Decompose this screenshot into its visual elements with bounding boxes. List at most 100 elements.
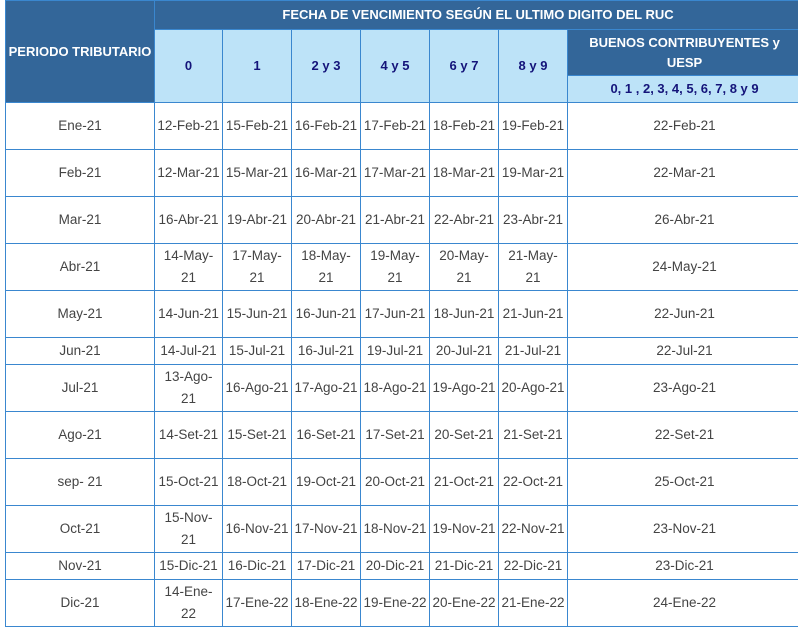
digit-header-3: 4 y 5 (361, 30, 430, 103)
due-date-cell: 13-Ago-21 (155, 365, 223, 412)
due-date-cell: 20-Jul-21 (430, 338, 499, 365)
period-cell: Jul-21 (6, 365, 155, 412)
due-date-cell: 15-Set-21 (223, 412, 292, 459)
due-date-cell: 14-Jun-21 (155, 291, 223, 338)
due-date-cell: 17-Ago-21 (292, 365, 361, 412)
due-date-cell: 17-Nov-21 (292, 506, 361, 553)
due-date-cell: 14-Jul-21 (155, 338, 223, 365)
period-cell: sep- 21 (6, 459, 155, 506)
period-cell: Nov-21 (6, 553, 155, 580)
due-date-cell: 17-Feb-21 (361, 103, 430, 150)
due-date-cell: 15-Dic-21 (155, 553, 223, 580)
buenos-date-cell: 23-Ago-21 (568, 365, 798, 412)
due-date-cell: 17-Ene-22 (223, 580, 292, 627)
digit-header-4: 6 y 7 (430, 30, 499, 103)
due-date-cell: 20-Ago-21 (499, 365, 568, 412)
due-date-cell: 23-Abr-21 (499, 197, 568, 244)
due-date-cell: 22-Oct-21 (499, 459, 568, 506)
period-cell: Ago-21 (6, 412, 155, 459)
due-date-cell: 21-May-21 (499, 244, 568, 291)
period-cell: Abr-21 (6, 244, 155, 291)
due-date-cell: 16-Jul-21 (292, 338, 361, 365)
due-date-cell: 12-Feb-21 (155, 103, 223, 150)
due-date-cell: 14-Set-21 (155, 412, 223, 459)
due-date-cell: 21-Set-21 (499, 412, 568, 459)
due-date-cell: 19-Ene-22 (361, 580, 430, 627)
due-date-cell: 20-Set-21 (430, 412, 499, 459)
due-date-cell: 22-Abr-21 (430, 197, 499, 244)
buenos-date-cell: 22-Feb-21 (568, 103, 798, 150)
buenos-date-cell: 24-Ene-22 (568, 580, 798, 627)
digit-header-1: 1 (223, 30, 292, 103)
buenos-date-cell: 23-Dic-21 (568, 553, 798, 580)
digit-header-5: 8 y 9 (499, 30, 568, 103)
digit-header-2: 2 y 3 (292, 30, 361, 103)
due-date-cell: 16-Dic-21 (223, 553, 292, 580)
due-date-cell: 16-Feb-21 (292, 103, 361, 150)
period-cell: Dic-21 (6, 580, 155, 627)
due-date-cell: 21-Ene-22 (499, 580, 568, 627)
buenos-date-cell: 22-Jun-21 (568, 291, 798, 338)
period-cell: Oct-21 (6, 506, 155, 553)
period-cell: Ene-21 (6, 103, 155, 150)
due-date-cell: 18-Nov-21 (361, 506, 430, 553)
due-date-cell: 18-May-21 (292, 244, 361, 291)
due-date-cell: 18-Feb-21 (430, 103, 499, 150)
due-date-cell: 16-Set-21 (292, 412, 361, 459)
buenos-date-cell: 22-Set-21 (568, 412, 798, 459)
due-date-cell: 18-Ene-22 (292, 580, 361, 627)
due-date-cell: 17-Jun-21 (361, 291, 430, 338)
due-date-cell: 16-Nov-21 (223, 506, 292, 553)
due-date-cell: 20-Abr-21 (292, 197, 361, 244)
due-date-cell: 19-Ago-21 (430, 365, 499, 412)
due-date-cell: 21-Oct-21 (430, 459, 499, 506)
due-date-cell: 15-Mar-21 (223, 150, 292, 197)
due-date-cell: 19-Jul-21 (361, 338, 430, 365)
buenos-digits-header: 0, 1 , 2, 3, 4, 5, 6, 7, 8 y 9 (568, 76, 798, 103)
buenos-date-cell: 25-Oct-21 (568, 459, 798, 506)
buenos-date-cell: 24-May-21 (568, 244, 798, 291)
due-date-cell: 18-Oct-21 (223, 459, 292, 506)
digit-header-0: 0 (155, 30, 223, 103)
due-date-cell: 12-Mar-21 (155, 150, 223, 197)
due-date-cell: 15-Jun-21 (223, 291, 292, 338)
due-date-cell: 20-Oct-21 (361, 459, 430, 506)
due-date-cell: 16-Jun-21 (292, 291, 361, 338)
due-date-cell: 19-Abr-21 (223, 197, 292, 244)
due-date-cell: 14-Ene-22 (155, 580, 223, 627)
due-date-cell: 22-Nov-21 (499, 506, 568, 553)
due-date-cell: 19-Oct-21 (292, 459, 361, 506)
buenos-date-cell: 23-Nov-21 (568, 506, 798, 553)
due-date-cell: 20-May-21 (430, 244, 499, 291)
due-date-cell: 21-Jul-21 (499, 338, 568, 365)
period-cell: Jun-21 (6, 338, 155, 365)
due-date-cell: 20-Ene-22 (430, 580, 499, 627)
period-cell: May-21 (6, 291, 155, 338)
due-date-cell: 17-Set-21 (361, 412, 430, 459)
due-date-cell: 15-Jul-21 (223, 338, 292, 365)
due-date-cell: 22-Dic-21 (499, 553, 568, 580)
buenos-date-cell: 22-Mar-21 (568, 150, 798, 197)
due-date-cell: 15-Feb-21 (223, 103, 292, 150)
due-date-cell: 19-Mar-21 (499, 150, 568, 197)
due-date-cell: 14-May-21 (155, 244, 223, 291)
due-date-cell: 17-Mar-21 (361, 150, 430, 197)
due-date-group-header: FECHA DE VENCIMIENTO SEGÚN EL ULTIMO DIG… (155, 1, 798, 30)
due-date-cell: 21-Dic-21 (430, 553, 499, 580)
buenos-date-cell: 26-Abr-21 (568, 197, 798, 244)
due-date-cell: 19-Feb-21 (499, 103, 568, 150)
due-date-cell: 20-Dic-21 (361, 553, 430, 580)
due-dates-table: PERIODO TRIBUTARIO FECHA DE VENCIMIENTO … (5, 0, 798, 627)
due-date-cell: 16-Ago-21 (223, 365, 292, 412)
due-date-cell: 16-Mar-21 (292, 150, 361, 197)
period-cell: Feb-21 (6, 150, 155, 197)
period-cell: Mar-21 (6, 197, 155, 244)
